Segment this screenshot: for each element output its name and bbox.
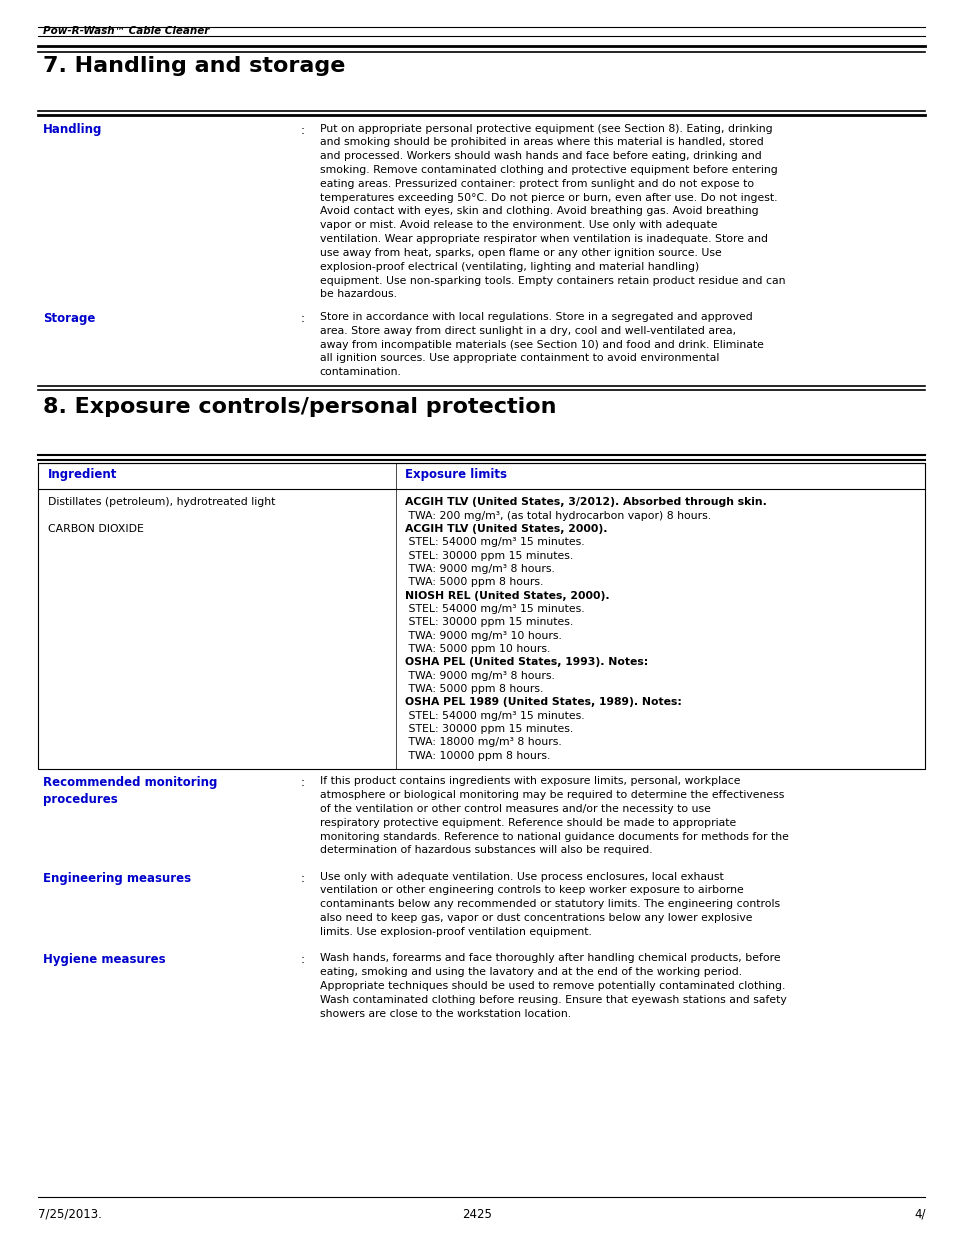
Text: Pow-R-Wash™ Cable Cleaner: Pow-R-Wash™ Cable Cleaner [43, 26, 209, 37]
Text: Appropriate techniques should be used to remove potentially contaminated clothin: Appropriate techniques should be used to… [319, 981, 784, 990]
Text: contamination.: contamination. [319, 367, 401, 377]
Text: STEL: 30000 ppm 15 minutes.: STEL: 30000 ppm 15 minutes. [405, 724, 573, 734]
Text: be hazardous.: be hazardous. [319, 289, 396, 299]
Text: :: : [300, 777, 304, 789]
Text: Wash contaminated clothing before reusing. Ensure that eyewash stations and safe: Wash contaminated clothing before reusin… [319, 994, 785, 1004]
Text: and processed. Workers should wash hands and face before eating, drinking and: and processed. Workers should wash hands… [319, 151, 760, 161]
Text: ventilation or other engineering controls to keep worker exposure to airborne: ventilation or other engineering control… [319, 885, 742, 895]
Text: TWA: 5000 ppm 8 hours.: TWA: 5000 ppm 8 hours. [405, 577, 543, 587]
Text: respiratory protective equipment. Reference should be made to appropriate: respiratory protective equipment. Refere… [319, 818, 735, 827]
Text: 7/25/2013.: 7/25/2013. [38, 1208, 102, 1221]
Text: If this product contains ingredients with exposure limits, personal, workplace: If this product contains ingredients wit… [319, 777, 740, 787]
Text: ACGIH TLV (United States, 2000).: ACGIH TLV (United States, 2000). [405, 524, 607, 534]
Text: use away from heat, sparks, open flame or any other ignition source. Use: use away from heat, sparks, open flame o… [319, 248, 720, 258]
Text: and smoking should be prohibited in areas where this material is handled, stored: and smoking should be prohibited in area… [319, 137, 762, 147]
Text: Exposure limits: Exposure limits [405, 468, 507, 480]
Text: :: : [300, 312, 304, 325]
Text: of the ventilation or other control measures and/or the necessity to use: of the ventilation or other control meas… [319, 804, 710, 814]
Text: TWA: 200 mg/m³, (as total hydrocarbon vapor) 8 hours.: TWA: 200 mg/m³, (as total hydrocarbon va… [405, 510, 711, 520]
Text: Avoid contact with eyes, skin and clothing. Avoid breathing gas. Avoid breathing: Avoid contact with eyes, skin and clothi… [319, 206, 758, 216]
Text: STEL: 54000 mg/m³ 15 minutes.: STEL: 54000 mg/m³ 15 minutes. [405, 537, 584, 547]
Text: Storage: Storage [43, 312, 95, 325]
Text: Recommended monitoring
procedures: Recommended monitoring procedures [43, 777, 217, 806]
Text: smoking. Remove contaminated clothing and protective equipment before entering: smoking. Remove contaminated clothing an… [319, 165, 777, 175]
Text: Ingredient: Ingredient [48, 468, 117, 480]
Text: ventilation. Wear appropriate respirator when ventilation is inadequate. Store a: ventilation. Wear appropriate respirator… [319, 235, 767, 245]
Text: Store in accordance with local regulations. Store in a segregated and approved: Store in accordance with local regulatio… [319, 312, 752, 322]
Text: CARBON DIOXIDE: CARBON DIOXIDE [48, 524, 143, 534]
Text: :: : [300, 124, 304, 137]
Text: showers are close to the workstation location.: showers are close to the workstation loc… [319, 1009, 570, 1019]
Text: 2425: 2425 [461, 1208, 492, 1221]
Text: Put on appropriate personal protective equipment (see Section 8). Eating, drinki: Put on appropriate personal protective e… [319, 124, 771, 133]
Text: TWA: 9000 mg/m³ 10 hours.: TWA: 9000 mg/m³ 10 hours. [405, 631, 561, 641]
Text: Engineering measures: Engineering measures [43, 872, 191, 884]
Text: monitoring standards. Reference to national guidance documents for methods for t: monitoring standards. Reference to natio… [319, 831, 787, 841]
Text: TWA: 5000 ppm 10 hours.: TWA: 5000 ppm 10 hours. [405, 643, 550, 653]
Text: ACGIH TLV (United States, 3/2012). Absorbed through skin.: ACGIH TLV (United States, 3/2012). Absor… [405, 498, 766, 508]
Text: OSHA PEL (United States, 1993). Notes:: OSHA PEL (United States, 1993). Notes: [405, 657, 648, 667]
Text: vapor or mist. Avoid release to the environment. Use only with adequate: vapor or mist. Avoid release to the envi… [319, 220, 717, 230]
Text: 4/: 4/ [913, 1208, 924, 1221]
Text: TWA: 9000 mg/m³ 8 hours.: TWA: 9000 mg/m³ 8 hours. [405, 671, 555, 680]
Text: away from incompatible materials (see Section 10) and food and drink. Eliminate: away from incompatible materials (see Se… [319, 340, 762, 350]
Text: equipment. Use non-sparking tools. Empty containers retain product residue and c: equipment. Use non-sparking tools. Empty… [319, 275, 784, 285]
Text: Hygiene measures: Hygiene measures [43, 953, 166, 966]
Text: temperatures exceeding 50°C. Do not pierce or burn, even after use. Do not inges: temperatures exceeding 50°C. Do not pier… [319, 193, 777, 203]
Text: determination of hazardous substances will also be required.: determination of hazardous substances wi… [319, 846, 652, 856]
Text: 7. Handling and storage: 7. Handling and storage [43, 56, 345, 75]
Text: OSHA PEL 1989 (United States, 1989). Notes:: OSHA PEL 1989 (United States, 1989). Not… [405, 698, 681, 708]
Text: area. Store away from direct sunlight in a dry, cool and well-ventilated area,: area. Store away from direct sunlight in… [319, 326, 735, 336]
Text: NIOSH REL (United States, 2000).: NIOSH REL (United States, 2000). [405, 590, 609, 600]
Text: atmosphere or biological monitoring may be required to determine the effectivene: atmosphere or biological monitoring may … [319, 790, 783, 800]
Text: TWA: 5000 ppm 8 hours.: TWA: 5000 ppm 8 hours. [405, 684, 543, 694]
Text: STEL: 54000 mg/m³ 15 minutes.: STEL: 54000 mg/m³ 15 minutes. [405, 604, 584, 614]
Bar [38, 463, 924, 769]
Text: all ignition sources. Use appropriate containment to avoid environmental: all ignition sources. Use appropriate co… [319, 353, 719, 363]
Text: TWA: 9000 mg/m³ 8 hours.: TWA: 9000 mg/m³ 8 hours. [405, 564, 555, 574]
Text: limits. Use explosion-proof ventilation equipment.: limits. Use explosion-proof ventilation … [319, 927, 591, 937]
Text: also need to keep gas, vapor or dust concentrations below any lower explosive: also need to keep gas, vapor or dust con… [319, 913, 751, 923]
Text: STEL: 30000 ppm 15 minutes.: STEL: 30000 ppm 15 minutes. [405, 618, 573, 627]
Text: eating, smoking and using the lavatory and at the end of the working period.: eating, smoking and using the lavatory a… [319, 967, 740, 977]
Text: 8. Exposure controls/personal protection: 8. Exposure controls/personal protection [43, 398, 556, 417]
Text: eating areas. Pressurized container: protect from sunlight and do not expose to: eating areas. Pressurized container: pro… [319, 179, 753, 189]
Text: :: : [300, 953, 304, 966]
Text: Use only with adequate ventilation. Use process enclosures, local exhaust: Use only with adequate ventilation. Use … [319, 872, 722, 882]
Text: Handling: Handling [43, 124, 102, 137]
Text: Wash hands, forearms and face thoroughly after handling chemical products, befor: Wash hands, forearms and face thoroughly… [319, 953, 780, 963]
Text: Distillates (petroleum), hydrotreated light: Distillates (petroleum), hydrotreated li… [48, 498, 274, 508]
Text: contaminants below any recommended or statutory limits. The engineering controls: contaminants below any recommended or st… [319, 899, 779, 909]
Text: explosion-proof electrical (ventilating, lighting and material handling): explosion-proof electrical (ventilating,… [319, 262, 699, 272]
Text: STEL: 54000 mg/m³ 15 minutes.: STEL: 54000 mg/m³ 15 minutes. [405, 710, 584, 720]
Text: TWA: 10000 ppm 8 hours.: TWA: 10000 ppm 8 hours. [405, 751, 550, 761]
Text: :: : [300, 872, 304, 884]
Text: STEL: 30000 ppm 15 minutes.: STEL: 30000 ppm 15 minutes. [405, 551, 573, 561]
Text: TWA: 18000 mg/m³ 8 hours.: TWA: 18000 mg/m³ 8 hours. [405, 737, 561, 747]
